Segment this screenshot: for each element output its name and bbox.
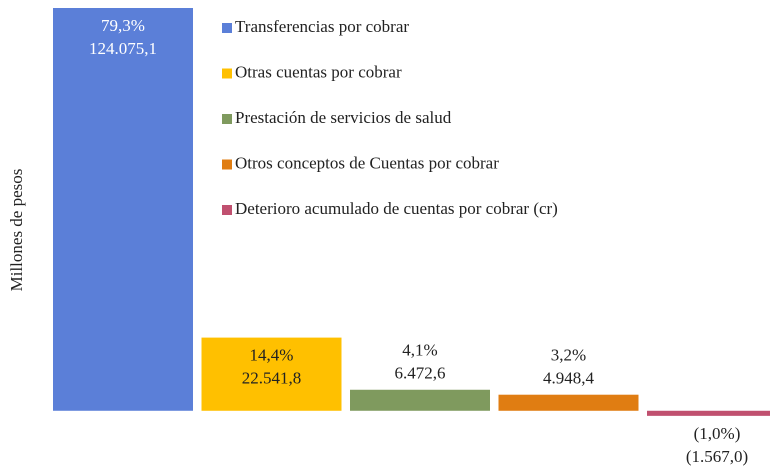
legend-swatch [222, 23, 232, 33]
bar [350, 389, 490, 411]
value-label: (1.567,0) [686, 447, 748, 466]
legend-label: Otras cuentas por cobrar [235, 62, 402, 81]
bar [53, 8, 193, 411]
legend-label: Transferencias por cobrar [235, 17, 409, 36]
share-label: 14,4% [250, 346, 294, 365]
share-label: 4,1% [402, 341, 437, 360]
share-label: (1,0%) [694, 424, 741, 443]
legend-label: Deterioro acumulado de cuentas por cobra… [235, 199, 558, 218]
share-label: 79,3% [101, 16, 145, 35]
share-label: 3,2% [551, 346, 586, 365]
bar [498, 394, 639, 411]
legend-label: Prestación de servicios de salud [235, 108, 452, 127]
y-axis-label: Millones de pesos [7, 169, 26, 292]
legend-swatch [222, 159, 232, 170]
legend-swatch [222, 114, 232, 124]
legend-swatch [222, 68, 232, 79]
bar [647, 410, 770, 416]
legend-swatch [222, 205, 232, 215]
value-label: 124.075,1 [89, 39, 157, 58]
bar [201, 337, 342, 411]
legend-label: Otros conceptos de Cuentas por cobrar [235, 153, 499, 172]
value-label: 6.472,6 [395, 364, 446, 383]
value-label: 22.541,8 [242, 369, 302, 388]
value-label: 4.948,4 [543, 369, 595, 388]
